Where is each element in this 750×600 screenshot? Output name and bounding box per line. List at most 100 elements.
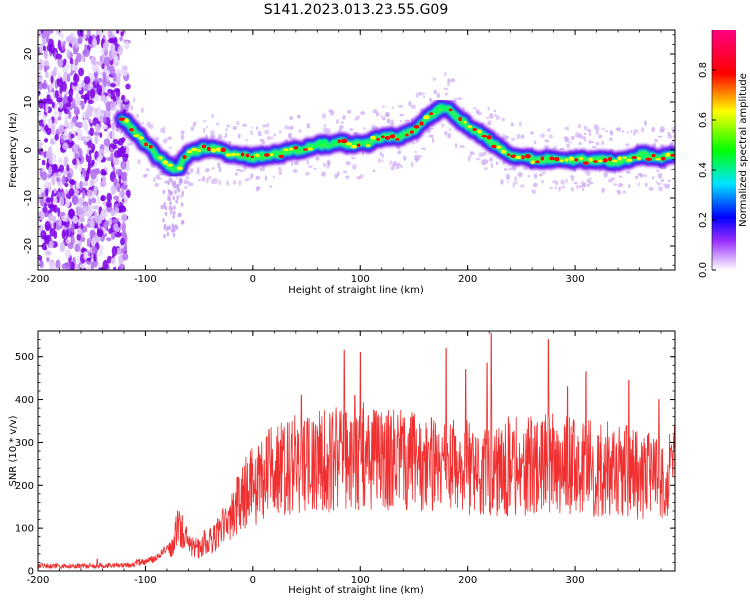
ridge-halo-cell	[136, 113, 139, 118]
ridge-core-cell	[360, 141, 367, 145]
noise-cell	[56, 176, 60, 183]
ridge-halo-cell	[185, 176, 190, 180]
noise-cell	[74, 263, 79, 270]
ridge-halo-cell	[340, 121, 345, 124]
noise-cell	[120, 31, 124, 37]
noise-cell	[40, 151, 45, 156]
ridge-halo-cell	[574, 131, 580, 138]
colorbar-tick-label: 0.0	[698, 262, 709, 278]
noise-cell	[39, 196, 45, 207]
ridge-halo-cell	[356, 176, 362, 180]
ridge-halo-cell	[601, 140, 605, 146]
noise-cell	[114, 206, 120, 213]
ridge-halo-cell	[168, 225, 171, 230]
spectral-ridge	[113, 98, 675, 178]
ridge-halo-cell	[170, 178, 173, 183]
noise-cell	[61, 229, 66, 240]
ridge-halo-cell	[483, 158, 488, 165]
ridge-halo-cell	[656, 169, 660, 173]
ridge-halo-cell	[289, 116, 294, 121]
ridge-halo-cell	[239, 169, 245, 172]
ridge-halo-cell	[243, 165, 247, 171]
noise-cell	[43, 79, 47, 84]
ridge-halo-cell	[609, 137, 613, 141]
ridge-halo-cell	[494, 113, 497, 118]
noise-cell	[50, 194, 54, 204]
ridge-core-cell	[448, 108, 453, 112]
noise-cell	[96, 156, 102, 164]
snr-x-label: Height of straight line (km)	[288, 585, 424, 596]
ridge-halo-cell	[160, 204, 164, 210]
ridge-halo-cell	[531, 189, 534, 193]
ridge-halo-cell	[166, 231, 170, 237]
ridge-halo-cell	[546, 128, 551, 132]
ridge-core-cell	[660, 156, 666, 161]
ridge-halo-cell	[571, 176, 574, 182]
noise-cell	[64, 189, 69, 195]
ridge-core-cell	[423, 115, 430, 120]
ridge-halo-cell	[211, 167, 215, 170]
ridge-halo-cell	[180, 202, 184, 207]
ridge-core-cell	[496, 145, 502, 149]
snr-x-tick-label: -200	[27, 575, 50, 586]
ridge-halo-cell	[267, 135, 271, 141]
snr-line	[38, 332, 675, 570]
colorbar-tick-label: 0.2	[698, 212, 709, 228]
noise-cell	[75, 42, 79, 49]
spectrogram-x-tick-label: 100	[351, 274, 370, 285]
ridge-halo-cell	[172, 195, 176, 201]
ridge-halo-cell	[441, 123, 445, 128]
ridge-halo-cell	[162, 138, 168, 144]
noise-cell	[74, 109, 80, 116]
noise-cell	[58, 124, 65, 134]
noise-cell	[120, 213, 128, 224]
ridge-core-cell	[356, 143, 361, 147]
figure-title: S141.2023.013.23.55.G09	[264, 2, 449, 18]
noise-cell	[53, 196, 58, 206]
ridge-halo-cell	[123, 145, 126, 149]
spectrogram-y-tick-label: -20	[23, 238, 34, 254]
noise-cell	[45, 250, 52, 256]
ridge-halo-cell	[529, 131, 534, 135]
ridge-halo-cell	[483, 167, 489, 170]
ridge-halo-cell	[408, 100, 412, 107]
ridge-core-cell	[413, 124, 420, 129]
colorbar-tick-label: 0.4	[698, 162, 709, 178]
ridge-halo-cell	[170, 190, 174, 196]
ridge-halo-cell	[616, 127, 622, 132]
noise-cell	[100, 194, 106, 202]
colorbar: 0.0 0.2 0.4 0.6 0.8 Normalized spectral ampl…	[698, 30, 749, 278]
ridge-core-cell	[500, 149, 507, 154]
ridge-halo-cell	[256, 126, 259, 130]
spectrogram-y-tick-label: -10	[23, 190, 34, 206]
noise-cell	[45, 224, 51, 230]
ridge-halo-cell	[320, 171, 326, 177]
noise-cell	[82, 189, 86, 199]
noise-cell	[65, 228, 69, 239]
ridge-core-cell	[588, 157, 593, 162]
ridge-halo-cell	[432, 137, 435, 143]
ridge-halo-cell	[603, 172, 608, 178]
noise-cell	[56, 97, 63, 103]
ridge-halo-cell	[532, 182, 538, 188]
ridge-core-cell	[166, 163, 174, 167]
ridge-halo-cell	[162, 204, 166, 210]
ridge-core-cell	[554, 157, 560, 162]
ridge-core-cell	[176, 166, 183, 171]
ridge-core-cell	[264, 153, 270, 157]
ridge-halo-cell	[583, 132, 587, 136]
ridge-halo-cell	[444, 130, 448, 136]
snr-x-tick-label: 300	[566, 575, 585, 586]
ridge-halo-cell	[217, 134, 223, 140]
ridge-halo-cell	[347, 161, 351, 166]
ridge-halo-cell	[412, 141, 415, 145]
noise-cell	[53, 187, 57, 194]
ridge-halo-cell	[334, 173, 339, 179]
ridge-halo-cell	[478, 152, 484, 158]
ridge-halo-cell	[450, 78, 456, 83]
noise-cell	[120, 188, 125, 200]
ridge-halo-cell	[490, 162, 493, 169]
noise-cell	[123, 65, 128, 71]
ridge-halo-cell	[595, 130, 600, 135]
ridge-core-cell	[574, 158, 579, 162]
